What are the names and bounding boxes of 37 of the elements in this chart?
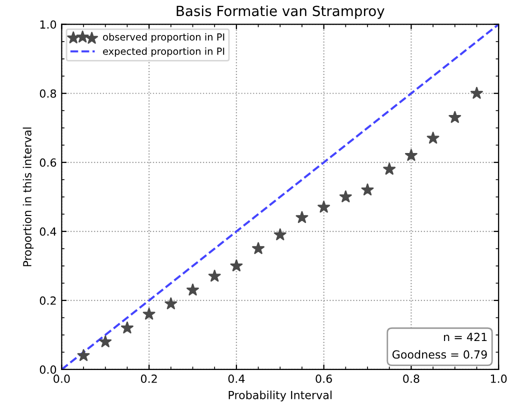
y-tick-label: 0.6 (40, 158, 56, 167)
annotation: n = 421 Goodness = 0.79 (392, 332, 487, 359)
point (383, 162, 396, 175)
point (208, 270, 221, 282)
point (296, 211, 308, 224)
point (164, 297, 178, 310)
x-tick-label: 0.0 (54, 374, 70, 383)
point (142, 308, 156, 320)
point (470, 86, 483, 99)
x-tick-label: 0.4 (228, 374, 245, 383)
y-axis-title: Proportion in this interval (22, 128, 34, 266)
point (426, 132, 440, 144)
x-axis-title: Probability Interval (228, 390, 332, 402)
point (252, 242, 265, 254)
point (230, 259, 243, 272)
legend-label: observed proportion in PI (103, 33, 224, 43)
point (318, 200, 330, 213)
point (274, 228, 286, 240)
x-tick-label: 0.2 (140, 374, 157, 383)
point (361, 184, 374, 196)
point (186, 284, 199, 296)
legend-label: expected proportion in PI (103, 47, 224, 57)
point (99, 335, 112, 348)
x-tick-label: 0.8 (403, 374, 420, 383)
y-tick-label: 0.2 (40, 296, 56, 305)
chart-title: Basis Formatie van Stramproy (176, 5, 384, 19)
point (77, 349, 90, 362)
y-tick-label: 0.8 (40, 89, 56, 98)
y-tick-label: 1.0 (40, 20, 56, 29)
y-tick-label: 0.0 (40, 365, 56, 374)
y-tick-label: 0.4 (40, 227, 56, 236)
x-tick-label: 1.0 (490, 374, 507, 383)
point (448, 111, 462, 123)
x-tick-label: 0.6 (316, 374, 332, 383)
point (339, 190, 352, 202)
point (404, 148, 418, 161)
point (120, 322, 134, 334)
